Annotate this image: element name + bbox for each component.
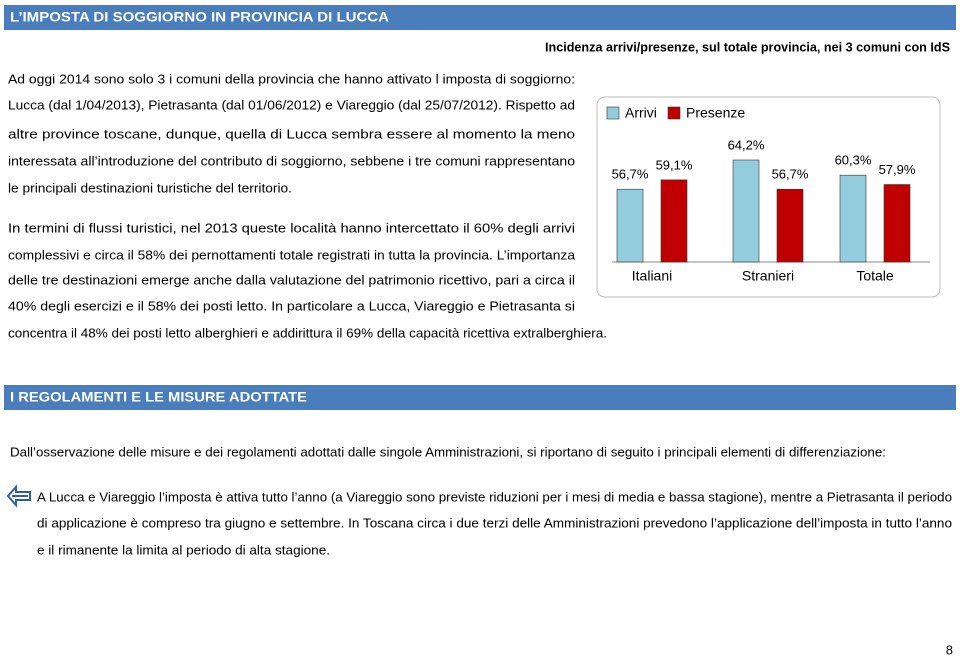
text-line: Ad oggi 2014 sono solo 3 i comuni della … (8, 71, 575, 86)
text-line: altre province toscane, dunque, quella d… (8, 126, 575, 141)
section-heading: L’IMPOSTA DI SOGGIORNO IN PROVINCIA DI L… (10, 9, 389, 25)
legend-label: Presenze (686, 105, 745, 121)
legend-label: Arrivi (625, 105, 657, 121)
value-label: 59,1% (656, 157, 693, 172)
text-line: concentra il 48% dei posti letto albergh… (8, 325, 607, 340)
bar (883, 184, 911, 263)
text-line: complessivi e circa il 58% dei pernottam… (8, 247, 576, 262)
text-line: Dall’osservazione delle misure e dei reg… (10, 444, 886, 459)
section-heading: I REGOLAMENTI E LE MISURE ADOTTATE (10, 389, 307, 405)
text-line: interessata all’introduzione del contrib… (8, 153, 575, 168)
text-line: A Lucca e Viareggio l’imposta è attiva t… (37, 489, 952, 504)
x-tick-label: Stranieri (742, 268, 794, 284)
value-label: 56,7% (612, 167, 649, 182)
chart-title: Incidenza arrivi/presenze, sul totale pr… (545, 39, 950, 54)
x-tick-label: Italiani (632, 268, 672, 284)
text-line: e il rimanente la limita al periodo di a… (37, 542, 330, 557)
bar (776, 188, 804, 263)
heading-bar (4, 5, 956, 30)
bar (732, 159, 760, 263)
text-line: Lucca (dal 1/04/2013), Pietrasanta (dal … (8, 97, 575, 112)
text-line: le principali destinazioni turistiche de… (8, 180, 292, 195)
text-line: 40% degli esercizi e il 58% dei posti le… (8, 298, 575, 313)
legend-swatch (667, 106, 681, 120)
legend-swatch (606, 106, 620, 120)
x-tick-label: Totale (856, 268, 894, 284)
value-label: 60,3% (835, 153, 872, 168)
text-line: di applicazione è compreso tra giugno e … (37, 515, 952, 530)
bar (660, 179, 688, 263)
text-line: In termini di flussi turistici, nel 2013… (8, 220, 575, 235)
text-line: delle tre destinazioni emerge anche dall… (8, 272, 575, 287)
bullet-arrow-icon (6, 484, 31, 508)
page-number: 8 (946, 642, 953, 657)
value-label: 57,9% (879, 162, 916, 177)
bar (839, 174, 867, 263)
value-label: 56,7% (772, 167, 809, 182)
bar (616, 188, 644, 263)
heading-bar (4, 385, 956, 410)
value-label: 64,2% (728, 137, 765, 152)
